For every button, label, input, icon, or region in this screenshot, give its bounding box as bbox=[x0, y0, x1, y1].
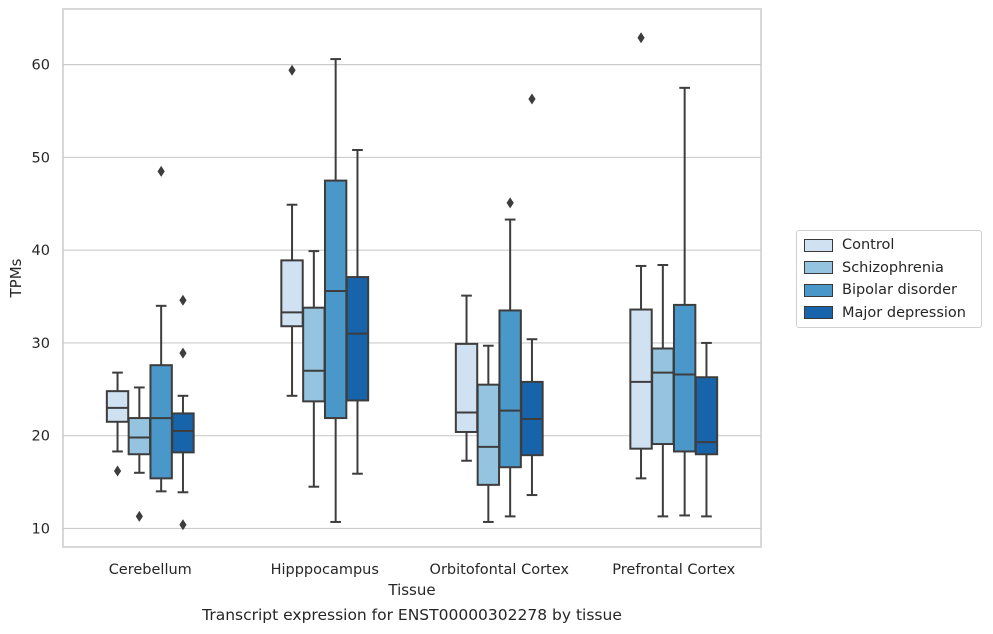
outlier-point bbox=[288, 64, 296, 76]
legend-label: Bipolar disorder bbox=[842, 282, 957, 299]
legend-swatch bbox=[804, 261, 833, 275]
legend-swatch bbox=[804, 306, 833, 320]
box-major-depression bbox=[520, 93, 544, 497]
x-axis: Cerebellum Hipppocampus Orbitofontal Corte… bbox=[109, 562, 736, 578]
legend-swatch bbox=[804, 238, 833, 252]
box-iqr bbox=[171, 412, 195, 454]
box-iqr bbox=[651, 347, 675, 446]
legend-item: Bipolar disorder bbox=[797, 279, 981, 302]
box-iqr bbox=[345, 276, 370, 402]
box-iqr bbox=[127, 417, 152, 456]
x-tick-label: Cerebellum bbox=[109, 562, 192, 578]
y-axis: 10 20 30 40 50 60 bbox=[32, 58, 50, 538]
boxes bbox=[105, 32, 719, 531]
plot-area bbox=[62, 8, 762, 548]
box-iqr bbox=[672, 303, 697, 453]
box-control bbox=[105, 371, 130, 477]
box-iqr bbox=[302, 306, 326, 403]
box-major-depression bbox=[345, 148, 370, 475]
legend-label: Major depression bbox=[842, 304, 966, 321]
box-schizophrenia bbox=[302, 250, 326, 488]
outlier-point bbox=[637, 32, 645, 44]
outlier-point bbox=[135, 510, 143, 522]
outlier-point bbox=[506, 197, 514, 209]
y-tick-label: 10 bbox=[32, 521, 50, 537]
y-tick-label: 50 bbox=[32, 150, 50, 166]
box-major-depression bbox=[171, 294, 195, 531]
y-tick-label: 30 bbox=[32, 336, 50, 352]
y-tick-label: 40 bbox=[32, 243, 50, 259]
legend-label: Schizophrenia bbox=[842, 259, 944, 276]
legend-item: Control bbox=[797, 234, 981, 257]
outlier-point bbox=[528, 93, 536, 105]
y-axis-label: TPMs bbox=[7, 258, 25, 298]
box-iqr bbox=[105, 390, 130, 423]
box-control bbox=[280, 64, 304, 397]
box-bipolar-disorder bbox=[149, 165, 173, 493]
x-tick-label: Hipppocampus bbox=[271, 562, 379, 578]
y-tick-label: 60 bbox=[32, 58, 50, 74]
outlier-point bbox=[113, 465, 122, 477]
legend-swatch bbox=[804, 283, 833, 297]
legend-item: Schizophrenia bbox=[797, 257, 981, 280]
outlier-point bbox=[179, 294, 187, 306]
chart-caption: Transcript expression for ENST0000030227… bbox=[202, 606, 622, 624]
y-tick-label: 20 bbox=[32, 429, 50, 445]
box-iqr bbox=[629, 308, 653, 450]
box-iqr bbox=[280, 259, 304, 328]
legend-label: Control bbox=[842, 237, 895, 254]
outlier-point bbox=[179, 519, 187, 531]
legend-item: Major depression bbox=[797, 302, 981, 325]
box-iqr bbox=[323, 179, 348, 420]
x-tick-label: Prefrontal Cortex bbox=[612, 562, 735, 578]
legend: Control Schizophrenia Bipolar disorder Majo… bbox=[796, 230, 982, 328]
box-control bbox=[454, 294, 479, 462]
x-tick-label: Orbitofontal Cortex bbox=[430, 562, 570, 578]
box-iqr bbox=[454, 342, 479, 433]
box-iqr bbox=[476, 383, 501, 486]
outlier-point bbox=[157, 165, 165, 177]
box-iqr bbox=[694, 376, 719, 456]
outlier-point bbox=[179, 347, 187, 359]
x-axis-label: Tissue bbox=[387, 581, 435, 599]
box-major-depression bbox=[694, 341, 719, 518]
box-iqr bbox=[149, 364, 173, 480]
box-iqr bbox=[498, 309, 522, 469]
